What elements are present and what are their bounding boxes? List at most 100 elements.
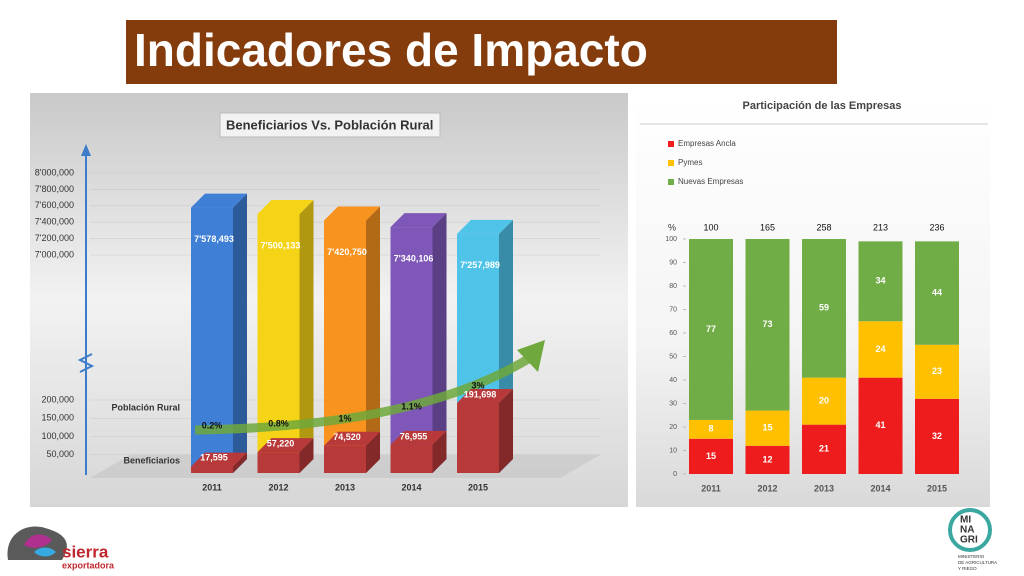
y-tick-label: 90 — [669, 259, 677, 266]
segment-label: 34 — [875, 276, 885, 286]
y-tick-label: 7'800,000 — [35, 184, 74, 194]
logo-shape — [34, 547, 56, 557]
bar-segment — [745, 445, 790, 474]
growth-arrowhead — [517, 340, 545, 372]
total-label: 258 — [816, 222, 831, 232]
bar-segment — [915, 398, 959, 474]
x-tick-label: 2012 — [757, 483, 777, 493]
y-tick-label: 80 — [669, 283, 677, 290]
bar — [457, 403, 499, 473]
x-tick-label: 2015 — [927, 483, 947, 493]
total-label: 213 — [873, 222, 888, 232]
bar-top — [191, 193, 247, 208]
segment-label: 8 — [708, 424, 713, 434]
axis-break — [77, 353, 95, 373]
bar-label: 74,520 — [333, 432, 361, 442]
bar-side — [366, 431, 380, 473]
segment-label: 73 — [762, 319, 772, 329]
y-tick-label: 100,000 — [41, 431, 74, 441]
y-tick-label: 70 — [669, 306, 677, 313]
bar-label: 7'420,750 — [327, 247, 367, 257]
bar-top — [324, 431, 380, 446]
total-label: 100 — [703, 222, 718, 232]
segment-label: 15 — [706, 451, 716, 461]
segment-label: 21 — [819, 444, 829, 454]
y-tick-label: 200,000 — [41, 394, 74, 404]
y-tick-label: 50,000 — [46, 449, 74, 459]
bar-label: 7'340,106 — [394, 253, 434, 263]
growth-label: 1% — [338, 413, 351, 423]
segment-label: 24 — [875, 344, 885, 354]
bar-label: 191,698 — [464, 389, 497, 399]
y-tick-label: 8'000,000 — [35, 167, 74, 177]
bar-segment — [915, 241, 959, 345]
bar-label: 57,220 — [267, 438, 295, 448]
y-tick-label: 0 — [673, 471, 677, 478]
bar-label: 7'257,989 — [460, 260, 500, 270]
bar-segment — [745, 410, 790, 446]
y-tick-label: 30 — [669, 400, 677, 407]
y-tick-label: 7'000,000 — [35, 249, 74, 259]
x-tick-label: 2014 — [401, 482, 421, 492]
legend-label: Nuevas Empresas — [678, 177, 743, 186]
chart1-title: Beneficiarios Vs. Población Rural — [226, 117, 433, 132]
bar-side — [299, 438, 314, 473]
logo-shape — [24, 534, 52, 548]
logo-left: sierra exportadora — [7, 526, 115, 570]
logo-right: MI NA GRI MINISTERIO DE AGRICULTURA Y RI… — [948, 508, 997, 571]
y-axis-label: % — [668, 222, 676, 232]
bar — [191, 466, 233, 473]
bar-segment — [858, 321, 903, 378]
bar-segment — [689, 438, 733, 474]
total-label: 236 — [929, 222, 944, 232]
bar-segment — [802, 377, 846, 425]
bar-top — [390, 213, 447, 228]
y-tick-label: 50 — [669, 353, 677, 360]
segment-label: 77 — [706, 324, 716, 334]
bar-top — [457, 219, 513, 234]
axis-arrow — [81, 144, 91, 156]
bar-side — [233, 193, 247, 473]
bar-label: 76,955 — [400, 431, 428, 441]
segment-label: 15 — [762, 423, 772, 433]
bar — [324, 445, 366, 473]
legend-swatch — [668, 179, 674, 185]
bar-segment — [689, 419, 733, 439]
x-tick-label: 2011 — [202, 482, 222, 492]
x-tick-label: 2011 — [701, 483, 721, 493]
chart2-title: Participación de las Empresas — [743, 100, 902, 112]
series-label: Beneficiarios — [123, 455, 180, 465]
y-tick-label: 100 — [665, 236, 677, 243]
legend-label: Empresas Ancla — [678, 139, 736, 148]
segment-label: 23 — [932, 366, 942, 376]
total-label: 165 — [760, 222, 775, 232]
bar-side — [432, 430, 447, 473]
y-tick-label: 60 — [669, 330, 677, 337]
logo-text: MI — [960, 515, 971, 526]
growth-label: 3% — [471, 380, 484, 390]
logo-caption: Y RIEGO — [958, 566, 977, 571]
logo-ring — [948, 508, 992, 552]
y-tick-label: 10 — [669, 447, 677, 454]
logo-caption: DE AGRICULTURA — [958, 560, 997, 565]
growth-arrow — [194, 354, 533, 435]
logo-text: sierra — [62, 542, 109, 561]
bar-top — [457, 389, 513, 404]
bar-label: 17,595 — [200, 452, 228, 462]
bar-segment — [858, 241, 903, 322]
slide-title: Indicadores de Impacto — [134, 24, 648, 76]
y-tick-label: 150,000 — [41, 413, 74, 423]
growth-label: 0.2% — [202, 420, 223, 430]
bar-top — [257, 438, 314, 453]
bar-segment — [915, 344, 959, 399]
legend-swatch — [668, 141, 674, 147]
x-tick-label: 2013 — [335, 482, 355, 492]
y-tick-label: 7'200,000 — [35, 233, 74, 243]
y-tick-label: 20 — [669, 424, 677, 431]
legend-swatch — [668, 160, 674, 166]
bar-top — [257, 199, 314, 214]
bar-top — [324, 206, 380, 221]
bar — [390, 444, 433, 473]
series-label: Población Rural — [111, 402, 180, 412]
segment-label: 59 — [819, 303, 829, 313]
